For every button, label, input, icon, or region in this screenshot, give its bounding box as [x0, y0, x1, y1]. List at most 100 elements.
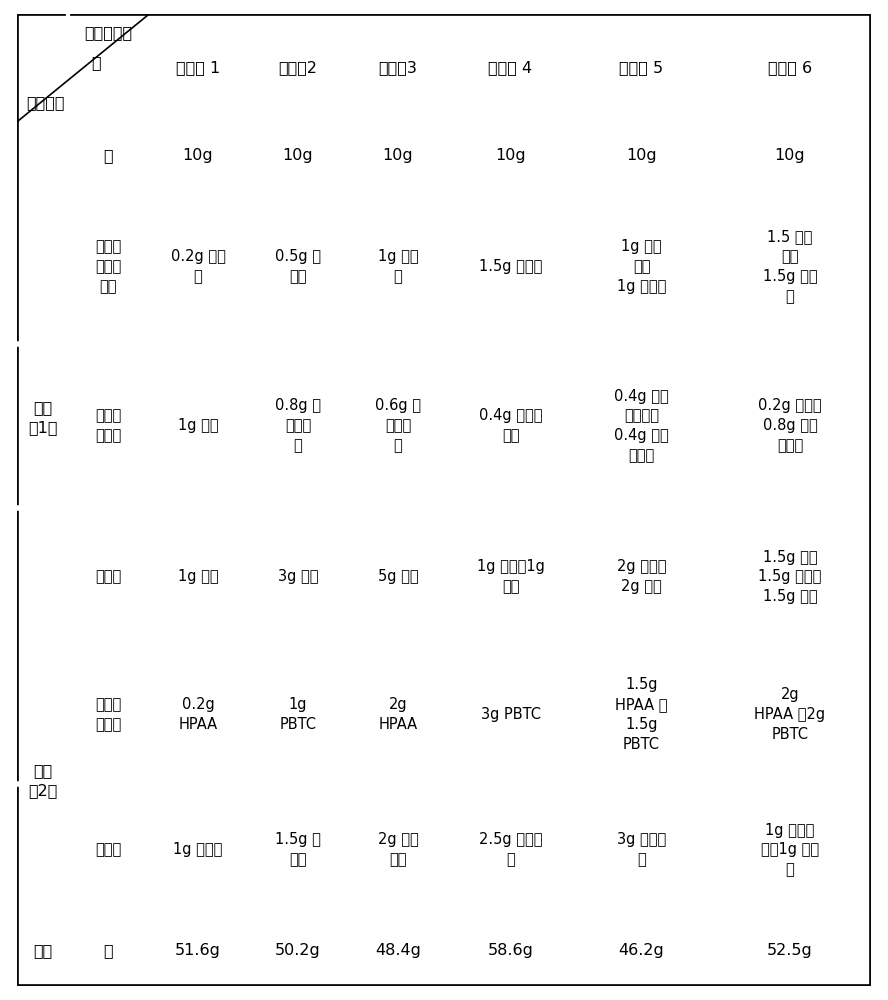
Bar: [248, 916, 348, 985]
Bar: [710, 916, 870, 985]
Bar: [18, 344, 68, 508]
Text: 10g: 10g: [282, 148, 313, 163]
Text: 48.4g: 48.4g: [375, 943, 421, 958]
Text: 3g 过硫酸
钾: 3g 过硫酸 钾: [617, 832, 666, 867]
Text: 0.4g 磷酸二
氢铵: 0.4g 磷酸二 氢铵: [479, 408, 543, 443]
Bar: [573, 15, 710, 121]
Text: 实施例 1: 实施例 1: [176, 61, 220, 76]
Bar: [573, 190, 710, 344]
Text: 0.4g 磷酸
氢二钠、
0.4g 磷酸
氢二钾: 0.4g 磷酸 氢二钠、 0.4g 磷酸 氢二钾: [614, 389, 669, 463]
Bar: [448, 121, 573, 190]
Bar: [448, 916, 573, 985]
Bar: [348, 508, 448, 646]
Text: 1g 过氧化
氢、1g 次氯
酸: 1g 过氧化 氢、1g 次氯 酸: [761, 823, 819, 877]
Bar: [248, 784, 348, 916]
Bar: [573, 508, 710, 646]
Text: 5g 盐酸: 5g 盐酸: [377, 569, 418, 584]
Text: 58.6g: 58.6g: [488, 943, 534, 958]
Bar: [68, 190, 148, 344]
Bar: [710, 344, 870, 508]
Text: 10g: 10g: [183, 148, 213, 163]
Bar: [148, 344, 248, 508]
Text: 0.5g 钼
酸铵: 0.5g 钼 酸铵: [275, 249, 321, 284]
Bar: [248, 121, 348, 190]
Bar: [18, 508, 68, 646]
Text: 10g: 10g: [774, 148, 805, 163]
Text: 46.2g: 46.2g: [619, 943, 664, 958]
Bar: [348, 121, 448, 190]
Text: 1.5g 硫酸
1.5g 硝酸、
1.5g 盐酸: 1.5g 硫酸 1.5g 硝酸、 1.5g 盐酸: [758, 550, 821, 604]
Text: 2g
HPAA 、2g
PBTC: 2g HPAA 、2g PBTC: [755, 687, 826, 742]
Text: 50.2g: 50.2g: [275, 943, 321, 958]
Bar: [710, 508, 870, 646]
Text: 2g 过氧
乙酸: 2g 过氧 乙酸: [377, 832, 418, 867]
Bar: [348, 784, 448, 916]
Text: 0.2g 钼酸
钠: 0.2g 钼酸 钠: [170, 249, 226, 284]
Bar: [448, 508, 573, 646]
Bar: [148, 508, 248, 646]
Text: 1g 磷酸: 1g 磷酸: [178, 418, 218, 433]
Bar: [148, 646, 248, 784]
Bar: [710, 646, 870, 784]
Text: 52.5g: 52.5g: [767, 943, 813, 958]
Text: 1.5g 次
氯酸: 1.5g 次 氯酸: [275, 832, 321, 867]
Text: 0.8g 磷
酸氢二
钠: 0.8g 磷 酸氢二 钠: [275, 398, 321, 453]
Text: 水: 水: [103, 148, 113, 163]
Bar: [148, 15, 248, 121]
Text: 实施例2: 实施例2: [279, 61, 318, 76]
Bar: [348, 190, 448, 344]
Bar: [710, 784, 870, 916]
Bar: [18, 190, 68, 344]
Bar: [68, 646, 148, 784]
Bar: [573, 916, 710, 985]
Text: 2g 硫酸、
2g 盐酸: 2g 硫酸、 2g 盐酸: [617, 559, 666, 594]
Bar: [248, 190, 348, 344]
Text: 10g: 10g: [383, 148, 413, 163]
Bar: [348, 646, 448, 784]
Text: 步骤: 步骤: [34, 943, 52, 958]
Text: 有机膦
化合物: 有机膦 化合物: [95, 697, 121, 732]
Bar: [68, 15, 148, 121]
Bar: [18, 121, 68, 190]
Text: 实施例编号: 实施例编号: [84, 25, 132, 40]
Bar: [573, 121, 710, 190]
Bar: [68, 916, 148, 985]
Text: 1g 钼酸
钠、
1g 钨酸钠: 1g 钼酸 钠、 1g 钨酸钠: [617, 239, 666, 294]
Bar: [68, 344, 148, 508]
Bar: [18, 15, 68, 121]
Bar: [248, 15, 348, 121]
Text: 1.5g 钨酸钾: 1.5g 钨酸钾: [479, 259, 543, 274]
Bar: [448, 784, 573, 916]
Text: 2.5g 过氧化
氢: 2.5g 过氧化 氢: [479, 832, 543, 867]
Text: 步骤
（2）: 步骤 （2）: [28, 764, 58, 798]
Bar: [68, 784, 148, 916]
Bar: [573, 646, 710, 784]
Bar: [148, 916, 248, 985]
Text: 无机磷
化合物: 无机磷 化合物: [95, 408, 121, 443]
Text: 1.5 钼酸
钾、
1.5g 钨酸
铵: 1.5 钼酸 钾、 1.5g 钨酸 铵: [763, 230, 817, 304]
Bar: [18, 190, 68, 646]
Bar: [348, 15, 448, 121]
Bar: [710, 121, 870, 190]
Text: 号: 号: [91, 55, 101, 70]
Text: 2g
HPAA: 2g HPAA: [378, 697, 417, 732]
Text: 1g 硫酸、1g
硝酸: 1g 硫酸、1g 硝酸: [477, 559, 544, 594]
Bar: [710, 190, 870, 344]
Text: 1g 硫酸: 1g 硫酸: [178, 569, 218, 584]
Text: 1.5g
HPAA 、
1.5g
PBTC: 1.5g HPAA 、 1.5g PBTC: [615, 677, 668, 752]
Bar: [248, 508, 348, 646]
Bar: [18, 646, 68, 916]
Text: 0.2g
HPAA: 0.2g HPAA: [178, 697, 218, 732]
Bar: [448, 646, 573, 784]
Text: 制备步骤: 制备步骤: [26, 96, 65, 111]
Text: 51.6g: 51.6g: [175, 943, 221, 958]
Bar: [248, 344, 348, 508]
Bar: [348, 344, 448, 508]
Bar: [248, 646, 348, 784]
Text: 1g 钨酸
钠: 1g 钨酸 钠: [377, 249, 418, 284]
Bar: [148, 784, 248, 916]
Text: 实施例3: 实施例3: [378, 61, 417, 76]
Text: 氧化剂: 氧化剂: [95, 842, 121, 857]
Bar: [68, 508, 148, 646]
Bar: [68, 121, 148, 190]
